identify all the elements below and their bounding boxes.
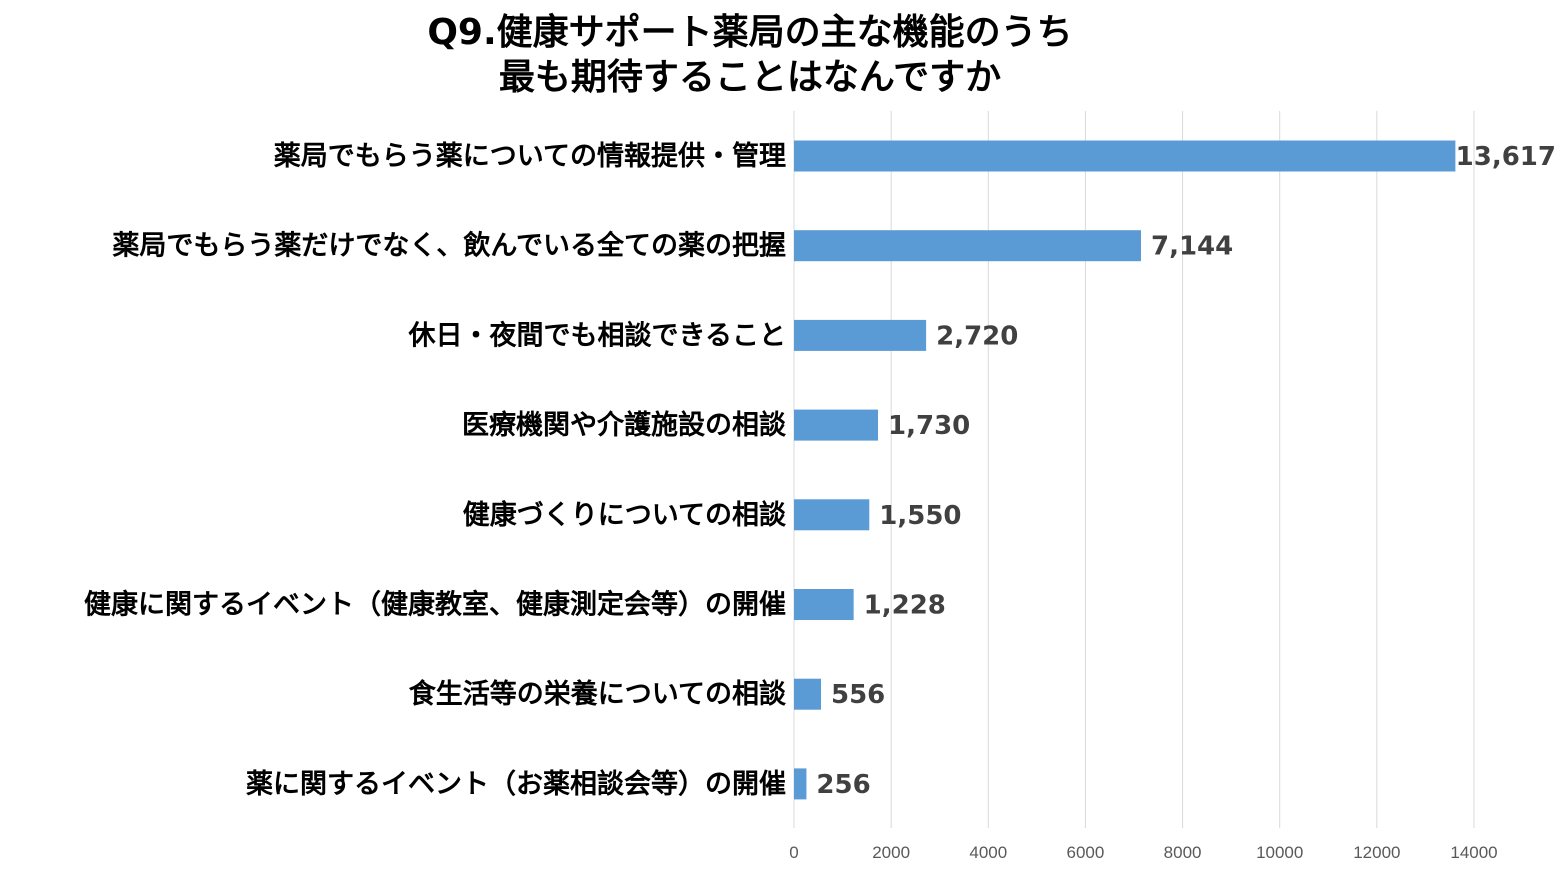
category-label-1: 薬局でもらう薬だけでなく、飲んでいる全ての薬の把握 <box>112 230 786 262</box>
bar-7 <box>794 768 807 800</box>
x-tick-label-7: 14000 <box>1450 843 1497 862</box>
bar-0 <box>794 140 1456 172</box>
bar-2 <box>794 319 927 351</box>
chart-title-line-2: 最も期待することはなんですか <box>498 57 1002 98</box>
chart-title-line-1: Q9.健康サポート薬局の主な機能のうち <box>427 12 1073 53</box>
bar-6 <box>794 678 822 710</box>
x-tick-label-4: 8000 <box>1164 843 1202 862</box>
bars <box>794 140 1456 800</box>
category-label-7: 薬に関するイベント（お薬相談会等）の開催 <box>246 768 786 800</box>
bar-5 <box>794 589 854 620</box>
data-label-3: 1,730 <box>888 411 970 441</box>
x-tick-label-3: 6000 <box>1067 843 1105 862</box>
chart-title: Q9.健康サポート薬局の主な機能のうち 最も期待することはなんですか <box>0 10 1500 100</box>
category-label-3: 医療機関や介護施設の相談 <box>462 409 787 441</box>
category-labels: 薬局でもらう薬についての情報提供・管理薬局でもらう薬だけでなく、飲んでいる全ての… <box>84 141 787 800</box>
bar-1 <box>794 230 1141 262</box>
x-tick-label-5: 10000 <box>1256 843 1303 862</box>
data-labels: 13,617 7,144 2,720 1,730 1,550 1,228 556 256 <box>816 142 1556 800</box>
bar-4 <box>794 499 870 531</box>
data-label-4: 1,550 <box>879 501 961 531</box>
x-tick-label-2: 4000 <box>969 843 1007 862</box>
category-label-0: 薬局でもらう薬についての情報提供・管理 <box>274 141 786 172</box>
bar-3 <box>794 409 879 441</box>
data-label-1: 7,144 <box>1151 232 1233 262</box>
x-tick-label-6: 12000 <box>1353 843 1400 862</box>
gridlines <box>793 111 1475 828</box>
x-tick-label-0: 0 <box>789 843 798 862</box>
data-label-0: 13,617 <box>1456 142 1556 172</box>
x-tick-label-1: 2000 <box>872 843 910 862</box>
category-label-4: 健康づくりについての相談 <box>463 499 787 531</box>
data-label-6: 556 <box>831 680 885 710</box>
category-label-2: 休日・夜間でも相談できること <box>408 319 786 351</box>
x-axis-tick-labels: 0 2000 4000 6000 8000 10000 12000 14000 <box>789 843 1497 862</box>
category-label-5: 健康に関するイベント（健康教室、健康測定会等）の開催 <box>84 589 786 621</box>
category-label-6: 食生活等の栄養についての相談 <box>409 678 787 710</box>
data-label-7: 256 <box>816 770 870 800</box>
data-label-2: 2,720 <box>936 321 1018 351</box>
data-label-5: 1,228 <box>864 591 946 621</box>
